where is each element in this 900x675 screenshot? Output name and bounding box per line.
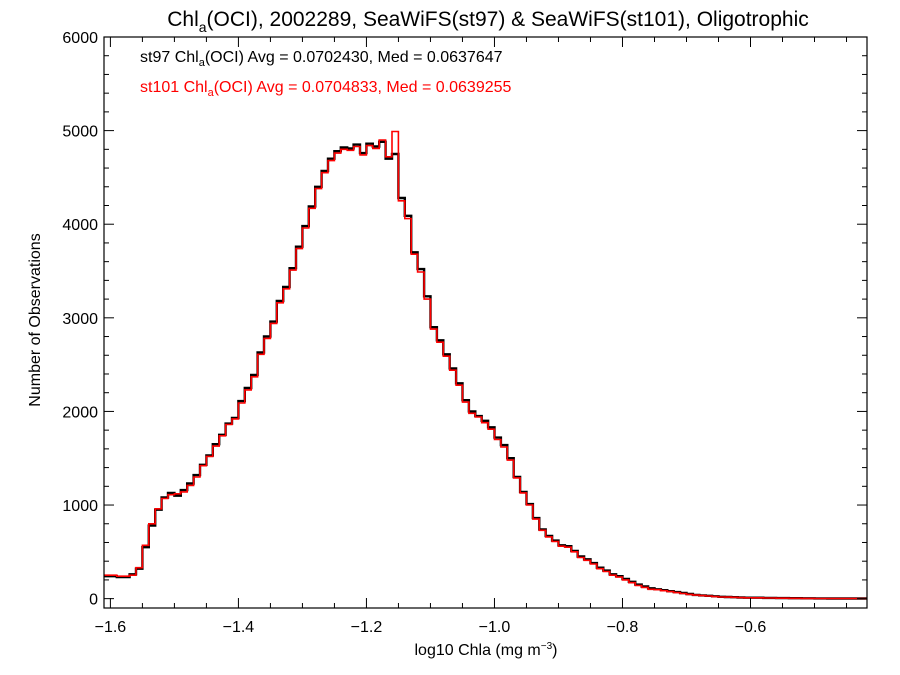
y-tick-label: 5000 [62, 124, 98, 141]
annotation-subscript: a [208, 87, 215, 99]
annotation-text: (OCI) Avg = 0.0704833, Med = 0.0639255 [214, 79, 512, 96]
x-tick-label: −1.0 [479, 619, 511, 636]
x-axis-label-part: ) [552, 642, 557, 659]
x-tick-label: −1.2 [351, 619, 383, 636]
y-tick-label: 1000 [62, 498, 98, 515]
chart-title-part: Chl [167, 8, 199, 31]
annotation-text: st97 Chl [140, 49, 199, 66]
x-tick-label: −1.4 [223, 619, 255, 636]
x-axis-label-superscript: −3 [541, 641, 553, 652]
annotation-st101: st101 Chla(OCI) Avg = 0.0704833, Med = 0… [140, 79, 512, 99]
x-tick-label: −0.8 [607, 619, 639, 636]
y-tick-label: 2000 [62, 404, 98, 421]
y-axis-label: Number of Observations [27, 233, 44, 406]
y-tick-label: 6000 [62, 30, 98, 47]
annotation-text: st101 Chl [140, 79, 208, 96]
y-tick-label: 0 [89, 592, 98, 609]
x-axis-label: log10 Chla (mg m−3) [414, 641, 557, 659]
chart-title: Chla(OCI), 2002289, SeaWiFS(st97) & SeaW… [167, 8, 809, 35]
axis-ticks: −1.6 −1.4 −1.2 −1.0 −0.8 −0.6 0 1000 2000 3000 400… [62, 30, 867, 636]
x-tick-label: −0.6 [735, 619, 767, 636]
x-axis-label-part: log10 Chla (mg m [414, 642, 540, 659]
plot-area [104, 130, 867, 600]
annotation-st97: st97 Chla(OCI) Avg = 0.0702430, Med = 0.… [140, 49, 503, 69]
chart-title-subscript: a [199, 19, 207, 35]
annotation-subscript: a [199, 57, 206, 69]
annotation-text: (OCI) Avg = 0.0702430, Med = 0.0637647 [205, 49, 503, 66]
plot-frame [103, 36, 868, 609]
chart-title-part: (OCI), 2002289, SeaWiFS(st97) & SeaWiFS(… [207, 8, 809, 31]
y-tick-label: 4000 [62, 217, 98, 234]
y-tick-label: 3000 [62, 311, 98, 328]
series-line-0 [104, 140, 867, 600]
series-line-1 [104, 130, 867, 600]
x-tick-label: −1.6 [95, 619, 127, 636]
